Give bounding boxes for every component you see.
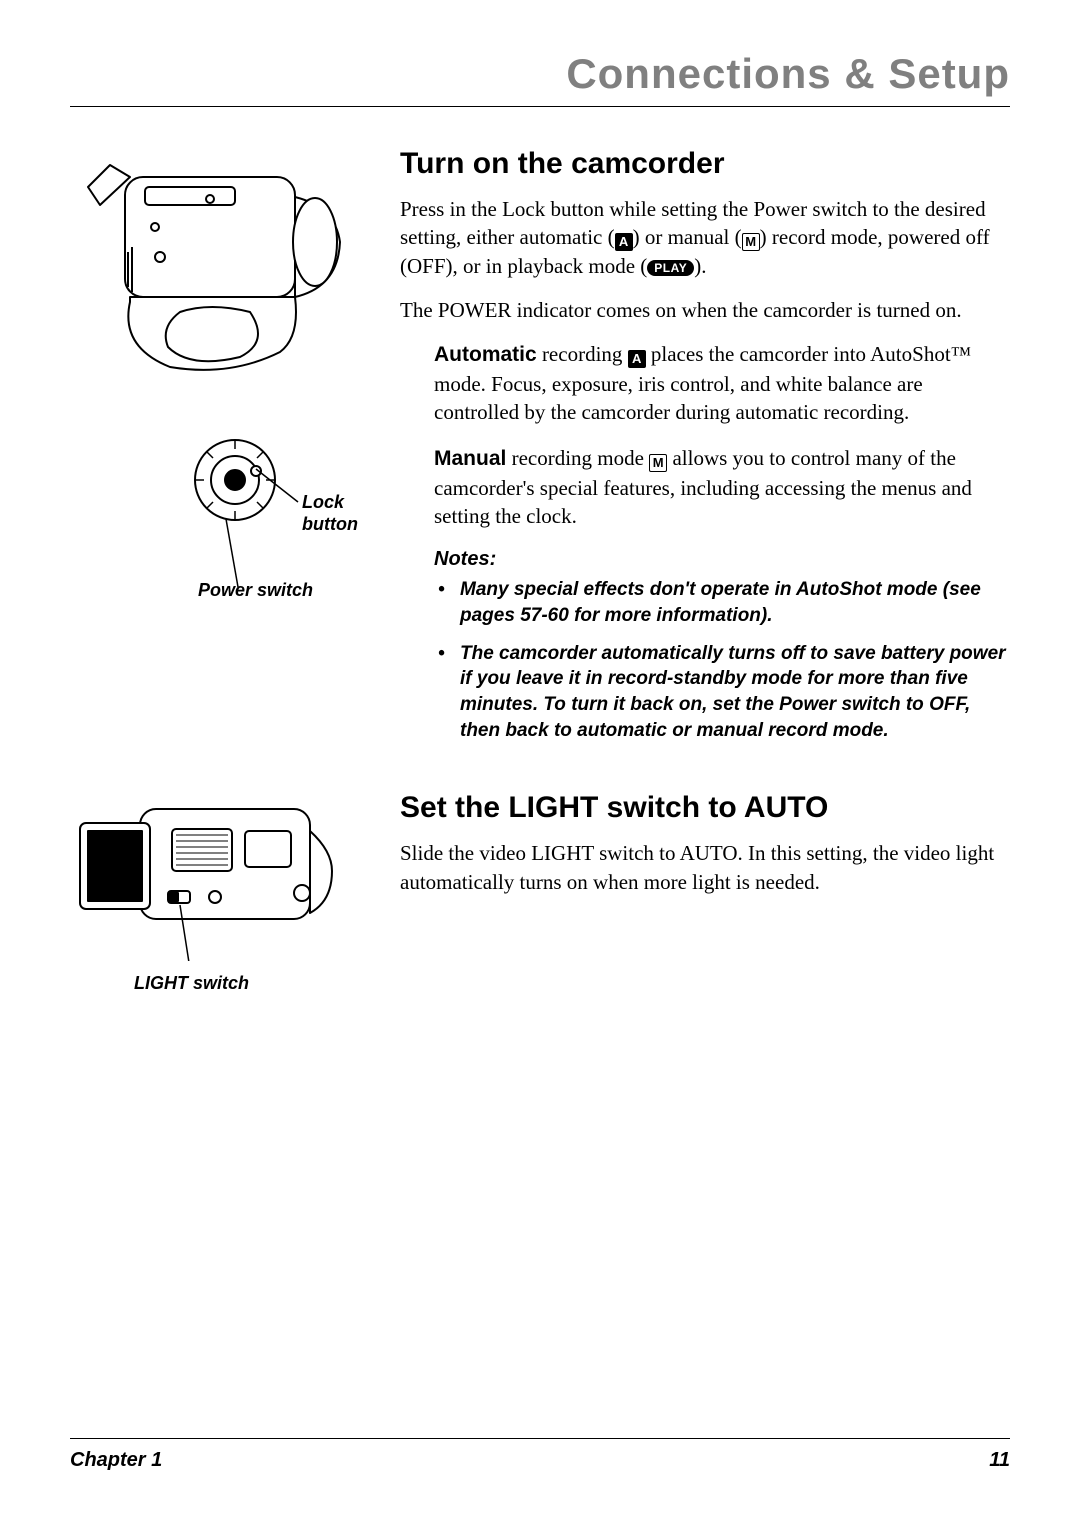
p1-part-d: ). [694,254,706,278]
light-switch-heading: Set the LIGHT switch to AUTO [400,791,1010,825]
manual-mode-paragraph: Manual recording mode M allows you to co… [434,444,1010,530]
mode-descriptions: Automatic recording A places the camcord… [434,340,1010,743]
note-item: The camcorder automatically turns off to… [434,641,1010,744]
automatic-mode-paragraph: Automatic recording A places the camcord… [434,340,1010,426]
light-switch-label: LIGHT switch [134,973,249,994]
section2-text: Set the LIGHT switch to AUTO Slide the v… [400,791,1010,966]
notes-heading: Notes: [434,548,1010,571]
play-mode-icon: PLAY [647,260,694,276]
lock-button-label: Lock button [302,492,358,535]
automatic-bold: Automatic [434,343,537,366]
page-number: 11 [989,1449,1010,1472]
chapter-label: Chapter 1 [70,1449,162,1472]
camcorder-side-illustration [70,791,340,961]
power-indicator-paragraph: The POWER indicator comes on when the ca… [400,296,1010,324]
section-light-switch: LIGHT switch Set the LIGHT switch to AUT… [70,791,1010,966]
page-footer: Chapter 1 11 [70,1438,1010,1472]
manual-mode-icon: M [649,454,667,472]
notes-list: Many special effects don't operate in Au… [434,577,1010,743]
note-item: Many special effects don't operate in Au… [434,577,1010,628]
turn-on-heading: Turn on the camcorder [400,147,1010,181]
manual-mode-icon: M [742,233,760,251]
callout-lines-1 [70,147,370,617]
light-switch-paragraph: Slide the video LIGHT switch to AUTO. In… [400,839,1010,896]
page-header-title: Connections & Setup [70,50,1010,107]
power-switch-label: Power switch [198,580,313,601]
manual-bold: Manual [434,447,506,470]
automatic-mode-icon: A [628,350,646,368]
p1-part-b: ) or manual ( [633,225,742,249]
section-turn-on: Lock button Power switch Turn on the cam… [70,147,1010,755]
camcorder-illustration-col: Lock button Power switch [70,147,370,755]
section1-text: Turn on the camcorder Press in the Lock … [400,147,1010,755]
automatic-mode-icon: A [615,233,633,251]
camcorder-side-illustration-col: LIGHT switch [70,791,370,966]
manual-a: recording mode [506,446,649,470]
auto-a: recording [537,342,628,366]
power-instructions-paragraph: Press in the Lock button while setting t… [400,195,1010,280]
